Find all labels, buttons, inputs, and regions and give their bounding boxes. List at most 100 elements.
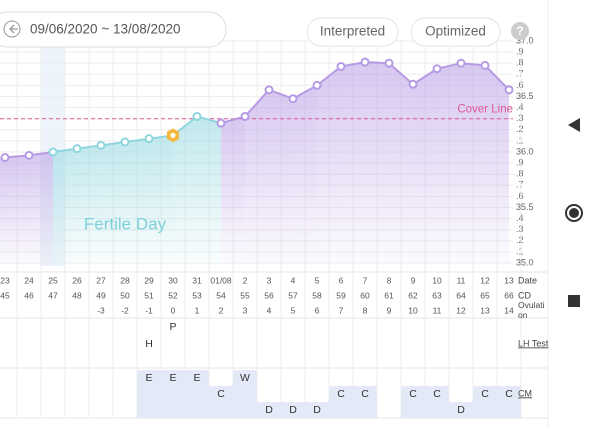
y-tick-label: 35.5 [516, 202, 534, 212]
cm-band [401, 386, 425, 418]
cd-label: 55 [240, 290, 250, 300]
point [432, 64, 442, 74]
y-tick-label: .4 [516, 102, 524, 112]
cd-label: 52 [168, 290, 178, 300]
y-tick-label: .7 [516, 69, 524, 79]
date-label: 23 [0, 275, 10, 285]
home-dot [569, 208, 579, 218]
optimized-button[interactable] [410, 17, 501, 47]
row-label-box: Ovulation [518, 300, 544, 320]
area [413, 68, 437, 265]
date-label: 28 [120, 275, 130, 285]
lh-result: H [145, 338, 153, 350]
cm-result: C [505, 388, 513, 400]
cd-label: 47 [48, 290, 58, 300]
y-tick-label: .1 [516, 246, 524, 256]
date-label: 10 [432, 275, 442, 285]
cm-band [425, 386, 449, 418]
line-segment [244, 89, 270, 118]
ovulation-day: 9 [387, 305, 392, 315]
date-label: 26 [72, 275, 82, 285]
date-label: 11 [457, 275, 466, 285]
y-tick-label: .3 [516, 113, 524, 123]
cm-band [497, 386, 521, 418]
cm-band [233, 370, 257, 418]
area [53, 148, 77, 265]
date-label: 27 [96, 275, 106, 285]
point [312, 80, 322, 90]
y-tick-label: .9 [516, 157, 524, 167]
area [317, 66, 341, 265]
date-label: 4 [291, 275, 296, 285]
y-tick-label: .8 [516, 169, 524, 179]
date-label: 6 [339, 275, 344, 285]
row-label: LH Test [518, 338, 549, 348]
date-range: 09/06/2020 ~ 13/08/2020 [30, 22, 181, 37]
ovulation-day: -2 [121, 305, 129, 315]
ovulation-day: 8 [363, 305, 368, 315]
area [293, 85, 317, 266]
cm-result: E [145, 372, 152, 384]
area [29, 152, 53, 265]
point [480, 60, 490, 70]
ovulation-day: 5 [291, 305, 296, 315]
point [456, 58, 466, 68]
ovulation-day: 1 [195, 305, 200, 315]
cd-label: 54 [216, 290, 226, 300]
line-segment [316, 65, 342, 87]
ovulation-day: 3 [243, 305, 248, 315]
point [288, 94, 298, 104]
point [384, 58, 394, 68]
cm-result: C [481, 388, 489, 400]
cd-label: 63 [432, 290, 442, 300]
back-button[interactable] [568, 118, 580, 132]
cd-label: 58 [312, 290, 322, 300]
date-label: 31 [192, 275, 202, 285]
cd-label: 59 [336, 290, 346, 300]
area [0, 157, 5, 265]
y-tick-label: .3 [516, 224, 524, 234]
date-label: 9 [411, 275, 416, 285]
row-label: CD [518, 290, 531, 300]
point [408, 79, 418, 89]
date-range-pill[interactable] [0, 11, 227, 48]
date-label: 30 [168, 275, 178, 285]
ovulation-day: 7 [339, 305, 344, 315]
area [485, 65, 509, 265]
ovulation-day: 12 [456, 305, 466, 315]
lh-result: P [169, 321, 176, 333]
interpreted-button[interactable] [306, 17, 399, 47]
help-button[interactable] [511, 22, 529, 40]
back-icon[interactable] [3, 20, 21, 38]
cm-result: C [361, 388, 369, 400]
date-label: 2 [243, 275, 248, 285]
point [96, 140, 106, 150]
y-tick-label: .2 [516, 124, 524, 134]
recent-button[interactable] [568, 295, 580, 307]
cm-band [353, 386, 377, 418]
ovulation-day: -1 [145, 305, 153, 315]
area [77, 145, 101, 265]
y-tick-label: 37.0 [516, 35, 534, 45]
area [125, 138, 149, 265]
home-button[interactable] [565, 204, 583, 222]
area [461, 63, 485, 266]
date-label: 25 [48, 275, 58, 285]
y-tick-label: .1 [516, 135, 524, 145]
point [360, 57, 370, 67]
cm-result: C [217, 388, 225, 400]
button-label: Optimized [425, 24, 486, 39]
cd-label: 62 [408, 290, 418, 300]
point [264, 85, 274, 95]
chart: 35.0.1.2.3.435.5.6.7.8.936.0.1.2.3.436.5… [0, 35, 549, 419]
cd-label: 60 [360, 290, 370, 300]
cm-result: D [457, 404, 465, 416]
cm-band [473, 386, 497, 418]
cm-result: E [193, 372, 200, 384]
cd-label: 66 [504, 290, 514, 300]
point [120, 137, 130, 147]
point [336, 62, 346, 72]
y-tick-label: .8 [516, 58, 524, 68]
line-segment [292, 84, 318, 100]
